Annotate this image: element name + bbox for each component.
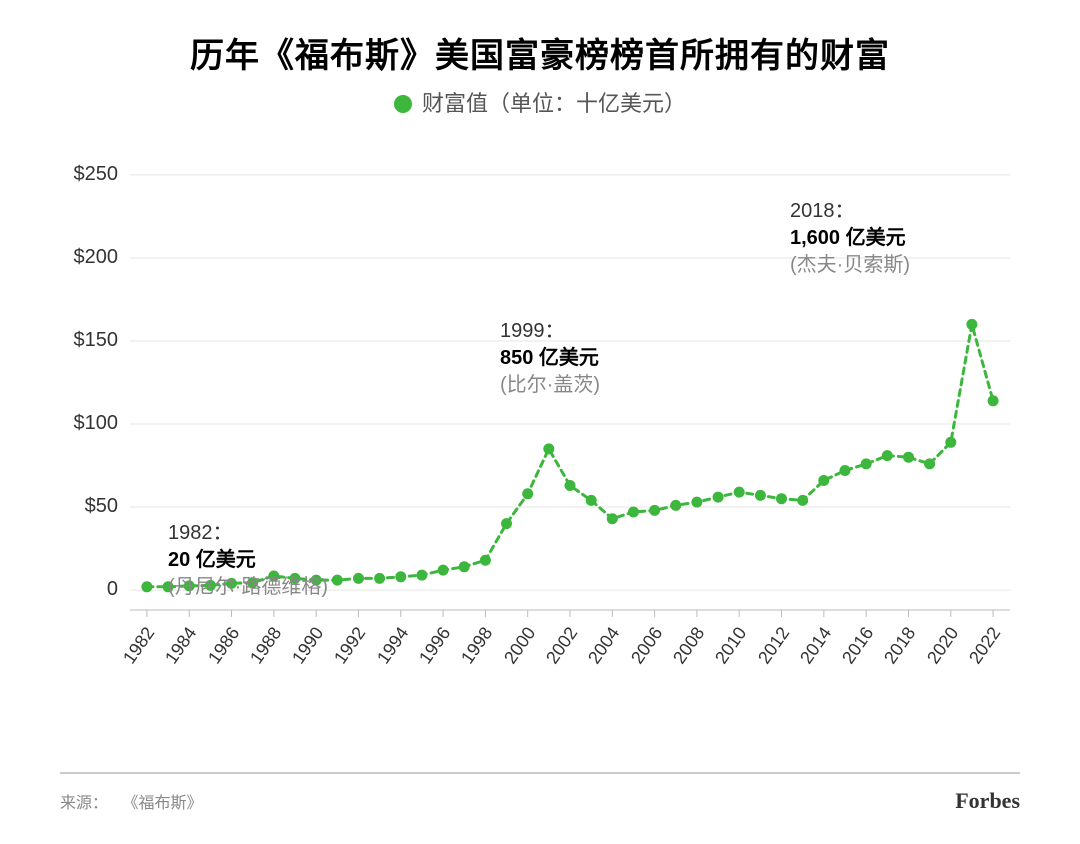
brand-logo: Forbes [955, 788, 1020, 814]
chart-footer: 来源： 《福布斯》 Forbes [60, 772, 1020, 814]
chart-annotation: 1982：20 亿美元(丹尼尔·路德维格) [168, 520, 328, 601]
annotation-amount: 850 亿美元 [500, 345, 600, 372]
source-label: 来源： [60, 795, 108, 812]
y-tick-label: $200 [60, 246, 118, 269]
chart-legend: 财富值（单位：十亿美元） [0, 86, 1080, 118]
y-tick-label: $150 [60, 329, 118, 352]
source-text: 来源： 《福布斯》 [60, 789, 202, 813]
chart-annotation: 2018：1,600 亿美元(杰夫·贝索斯) [790, 198, 910, 279]
y-tick-label: $50 [60, 495, 118, 518]
annotation-person: (比尔·盖茨) [500, 372, 600, 399]
annotation-year: 1999： [500, 318, 600, 345]
chart-plot-area: 0$50$100$150$200$25019821984198619881990… [60, 140, 1030, 700]
annotation-year: 1982： [168, 520, 328, 547]
annotation-person: (丹尼尔·路德维格) [168, 574, 328, 601]
chart-title: 历年《福布斯》美国富豪榜榜首所拥有的财富 [0, 28, 1080, 77]
chart-annotation: 1999：850 亿美元(比尔·盖茨) [500, 318, 600, 399]
annotation-year: 2018： [790, 198, 910, 225]
y-tick-label: $100 [60, 412, 118, 435]
legend-label: 财富值（单位：十亿美元） [422, 91, 686, 116]
annotation-amount: 1,600 亿美元 [790, 225, 910, 252]
chart-container: { "title": "历年《福布斯》美国富豪榜榜首所拥有的财富", "lege… [0, 0, 1080, 844]
legend-marker-icon [394, 95, 412, 113]
y-tick-label: $250 [60, 163, 118, 186]
annotation-person: (杰夫·贝索斯) [790, 252, 910, 279]
annotation-amount: 20 亿美元 [168, 547, 328, 574]
source-name: 《福布斯》 [122, 795, 202, 812]
y-tick-label: 0 [60, 578, 118, 601]
